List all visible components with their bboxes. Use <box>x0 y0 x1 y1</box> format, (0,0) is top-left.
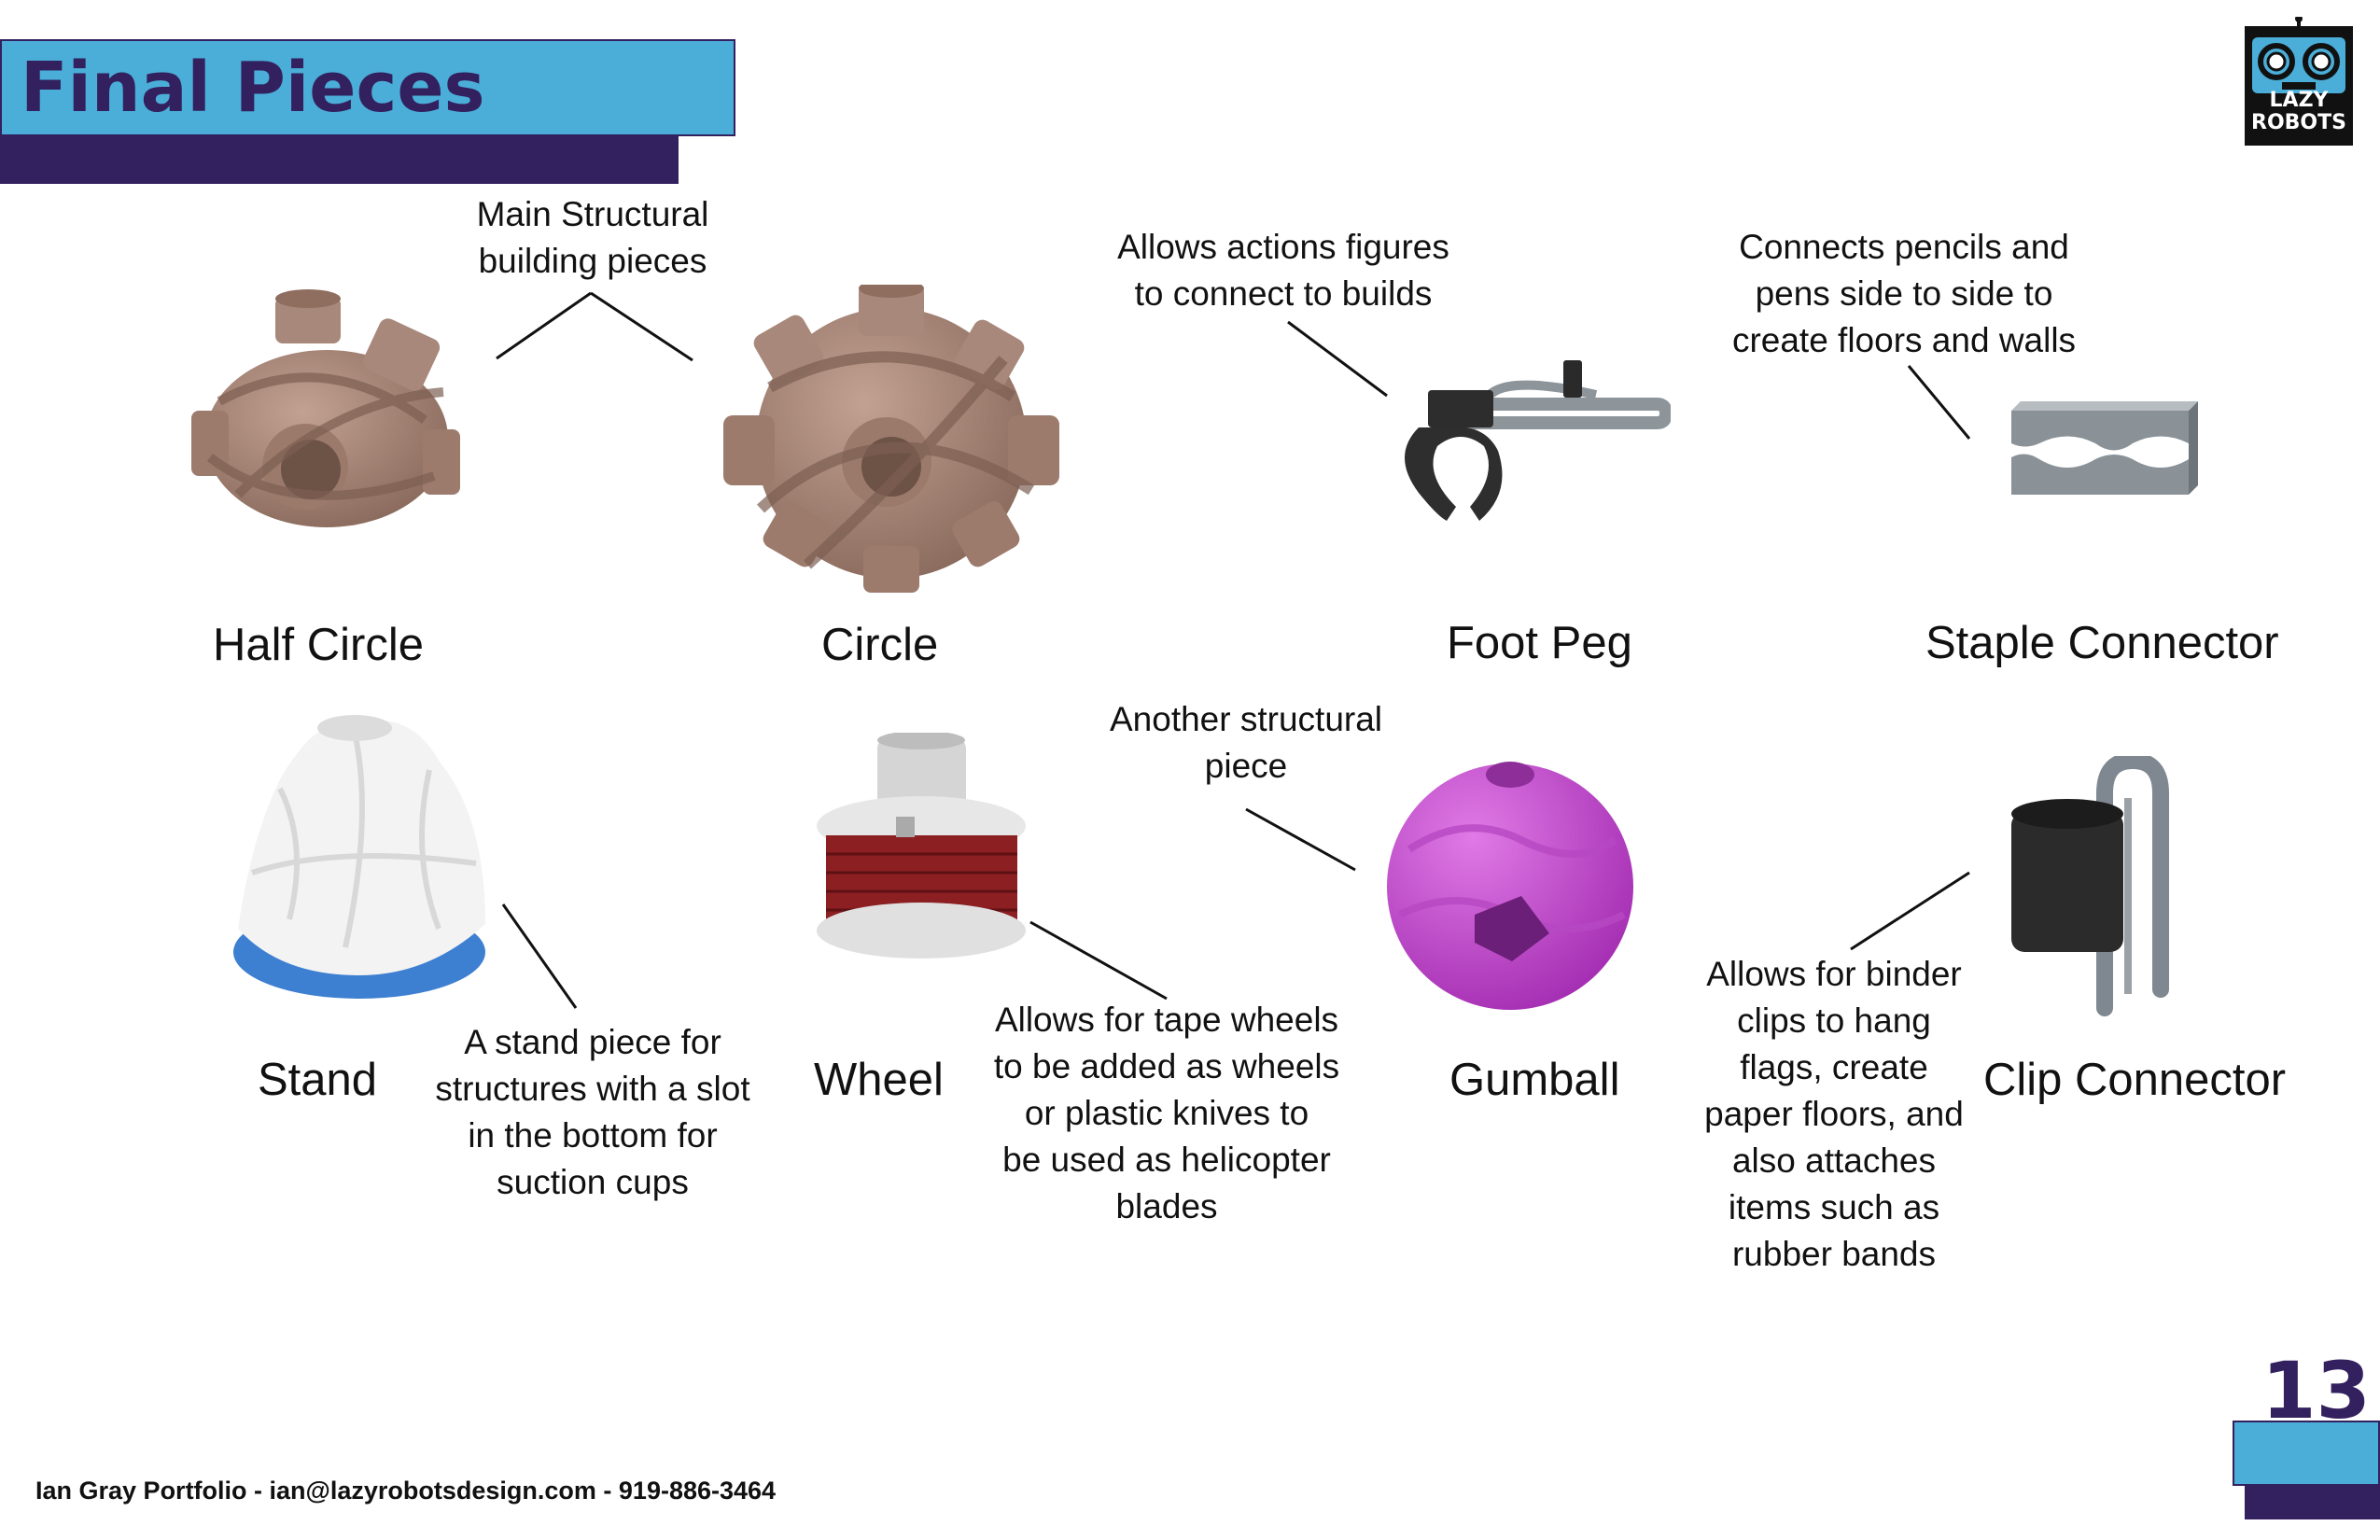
note-wheel-line: or plastic knives to <box>1024 1094 1309 1132</box>
circle-piece-image <box>723 285 1059 593</box>
note-clip: Allows for binder clips to hang flags, c… <box>1657 951 2011 1278</box>
note-stand-line: suction cups <box>497 1163 689 1201</box>
note-stand: A stand piece for structures with a slot… <box>401 1019 784 1206</box>
stand-piece-image <box>233 715 485 999</box>
note-gumball-line: Another structural <box>1109 700 1383 738</box>
note-staple: Connects pencils and pens side to side t… <box>1689 224 2119 364</box>
note-foot-peg-line: Allows actions figures <box>1117 228 1449 266</box>
note-staple-line: pens side to side to <box>1755 274 2053 313</box>
half-circle-piece-image <box>191 289 460 527</box>
label-circle: Circle <box>821 620 939 670</box>
note-wheel-line: Allows for tape wheels <box>994 1001 1339 1039</box>
page-number-purple-bar <box>2245 1486 2380 1519</box>
label-stand: Stand <box>258 1055 378 1105</box>
header-banner <box>0 39 735 136</box>
note-clip-line: flags, create <box>1740 1048 1928 1086</box>
note-structural: Main Structural building pieces <box>406 191 779 285</box>
page-number-blue-bar <box>2233 1421 2380 1486</box>
note-structural-line: building pieces <box>478 242 707 280</box>
note-wheel: Allows for tape wheels to be added as wh… <box>961 997 1372 1230</box>
note-staple-line: create floors and walls <box>1731 321 2077 359</box>
note-wheel-line: be used as helicopter <box>1002 1141 1331 1179</box>
note-clip-line: Allows for binder <box>1706 955 1962 993</box>
note-stand-line: structures with a slot <box>435 1070 750 1108</box>
lazy-robots-logo <box>2245 17 2353 146</box>
label-gumball: Gumball <box>1449 1055 1620 1105</box>
note-stand-line: A stand piece for <box>464 1023 721 1061</box>
gumball-piece-image <box>1387 762 1633 1010</box>
note-wheel-line: blades <box>1115 1187 1218 1225</box>
header-underline-bar <box>0 135 679 184</box>
note-gumball-line: piece <box>1204 747 1288 785</box>
label-wheel: Wheel <box>814 1055 944 1105</box>
note-foot-peg: Allows actions figures to connect to bui… <box>1073 224 1493 317</box>
note-clip-line: clips to hang <box>1737 1001 1931 1040</box>
note-clip-line: also attaches <box>1731 1141 1937 1180</box>
wheel-piece-image <box>817 733 1026 959</box>
page-title: Final Pieces <box>21 48 485 128</box>
logo-line-2: ROBOTS <box>2251 111 2346 134</box>
label-foot-peg: Foot Peg <box>1447 618 1632 668</box>
footer-contact: Ian Gray Portfolio - ian@lazyrobotsdesig… <box>35 1477 777 1505</box>
note-stand-line: in the bottom for <box>468 1116 718 1155</box>
label-half-circle: Half Circle <box>213 620 424 670</box>
staple-connector-piece-image <box>2011 401 2198 495</box>
label-clip-connector: Clip Connector <box>1983 1055 2287 1105</box>
note-wheel-line: to be added as wheels <box>993 1047 1340 1085</box>
note-clip-line: paper floors, and <box>1704 1095 1964 1133</box>
note-clip-line: rubber bands <box>1731 1235 1937 1273</box>
note-structural-line: Main Structural <box>476 195 709 233</box>
note-foot-peg-line: to connect to builds <box>1134 274 1433 313</box>
foot-peg-piece-image <box>1405 360 1671 521</box>
logo-wordmark: LAZY ROBOTS <box>2247 90 2350 134</box>
note-staple-line: Connects pencils and <box>1739 228 2069 266</box>
label-staple-connector: Staple Connector <box>1925 618 2279 668</box>
note-clip-line: items such as <box>1728 1188 1940 1226</box>
note-gumball: Another structural piece <box>1059 696 1433 790</box>
clip-connector-piece-image <box>2011 756 2169 1016</box>
logo-line-1: LAZY <box>2269 89 2329 112</box>
